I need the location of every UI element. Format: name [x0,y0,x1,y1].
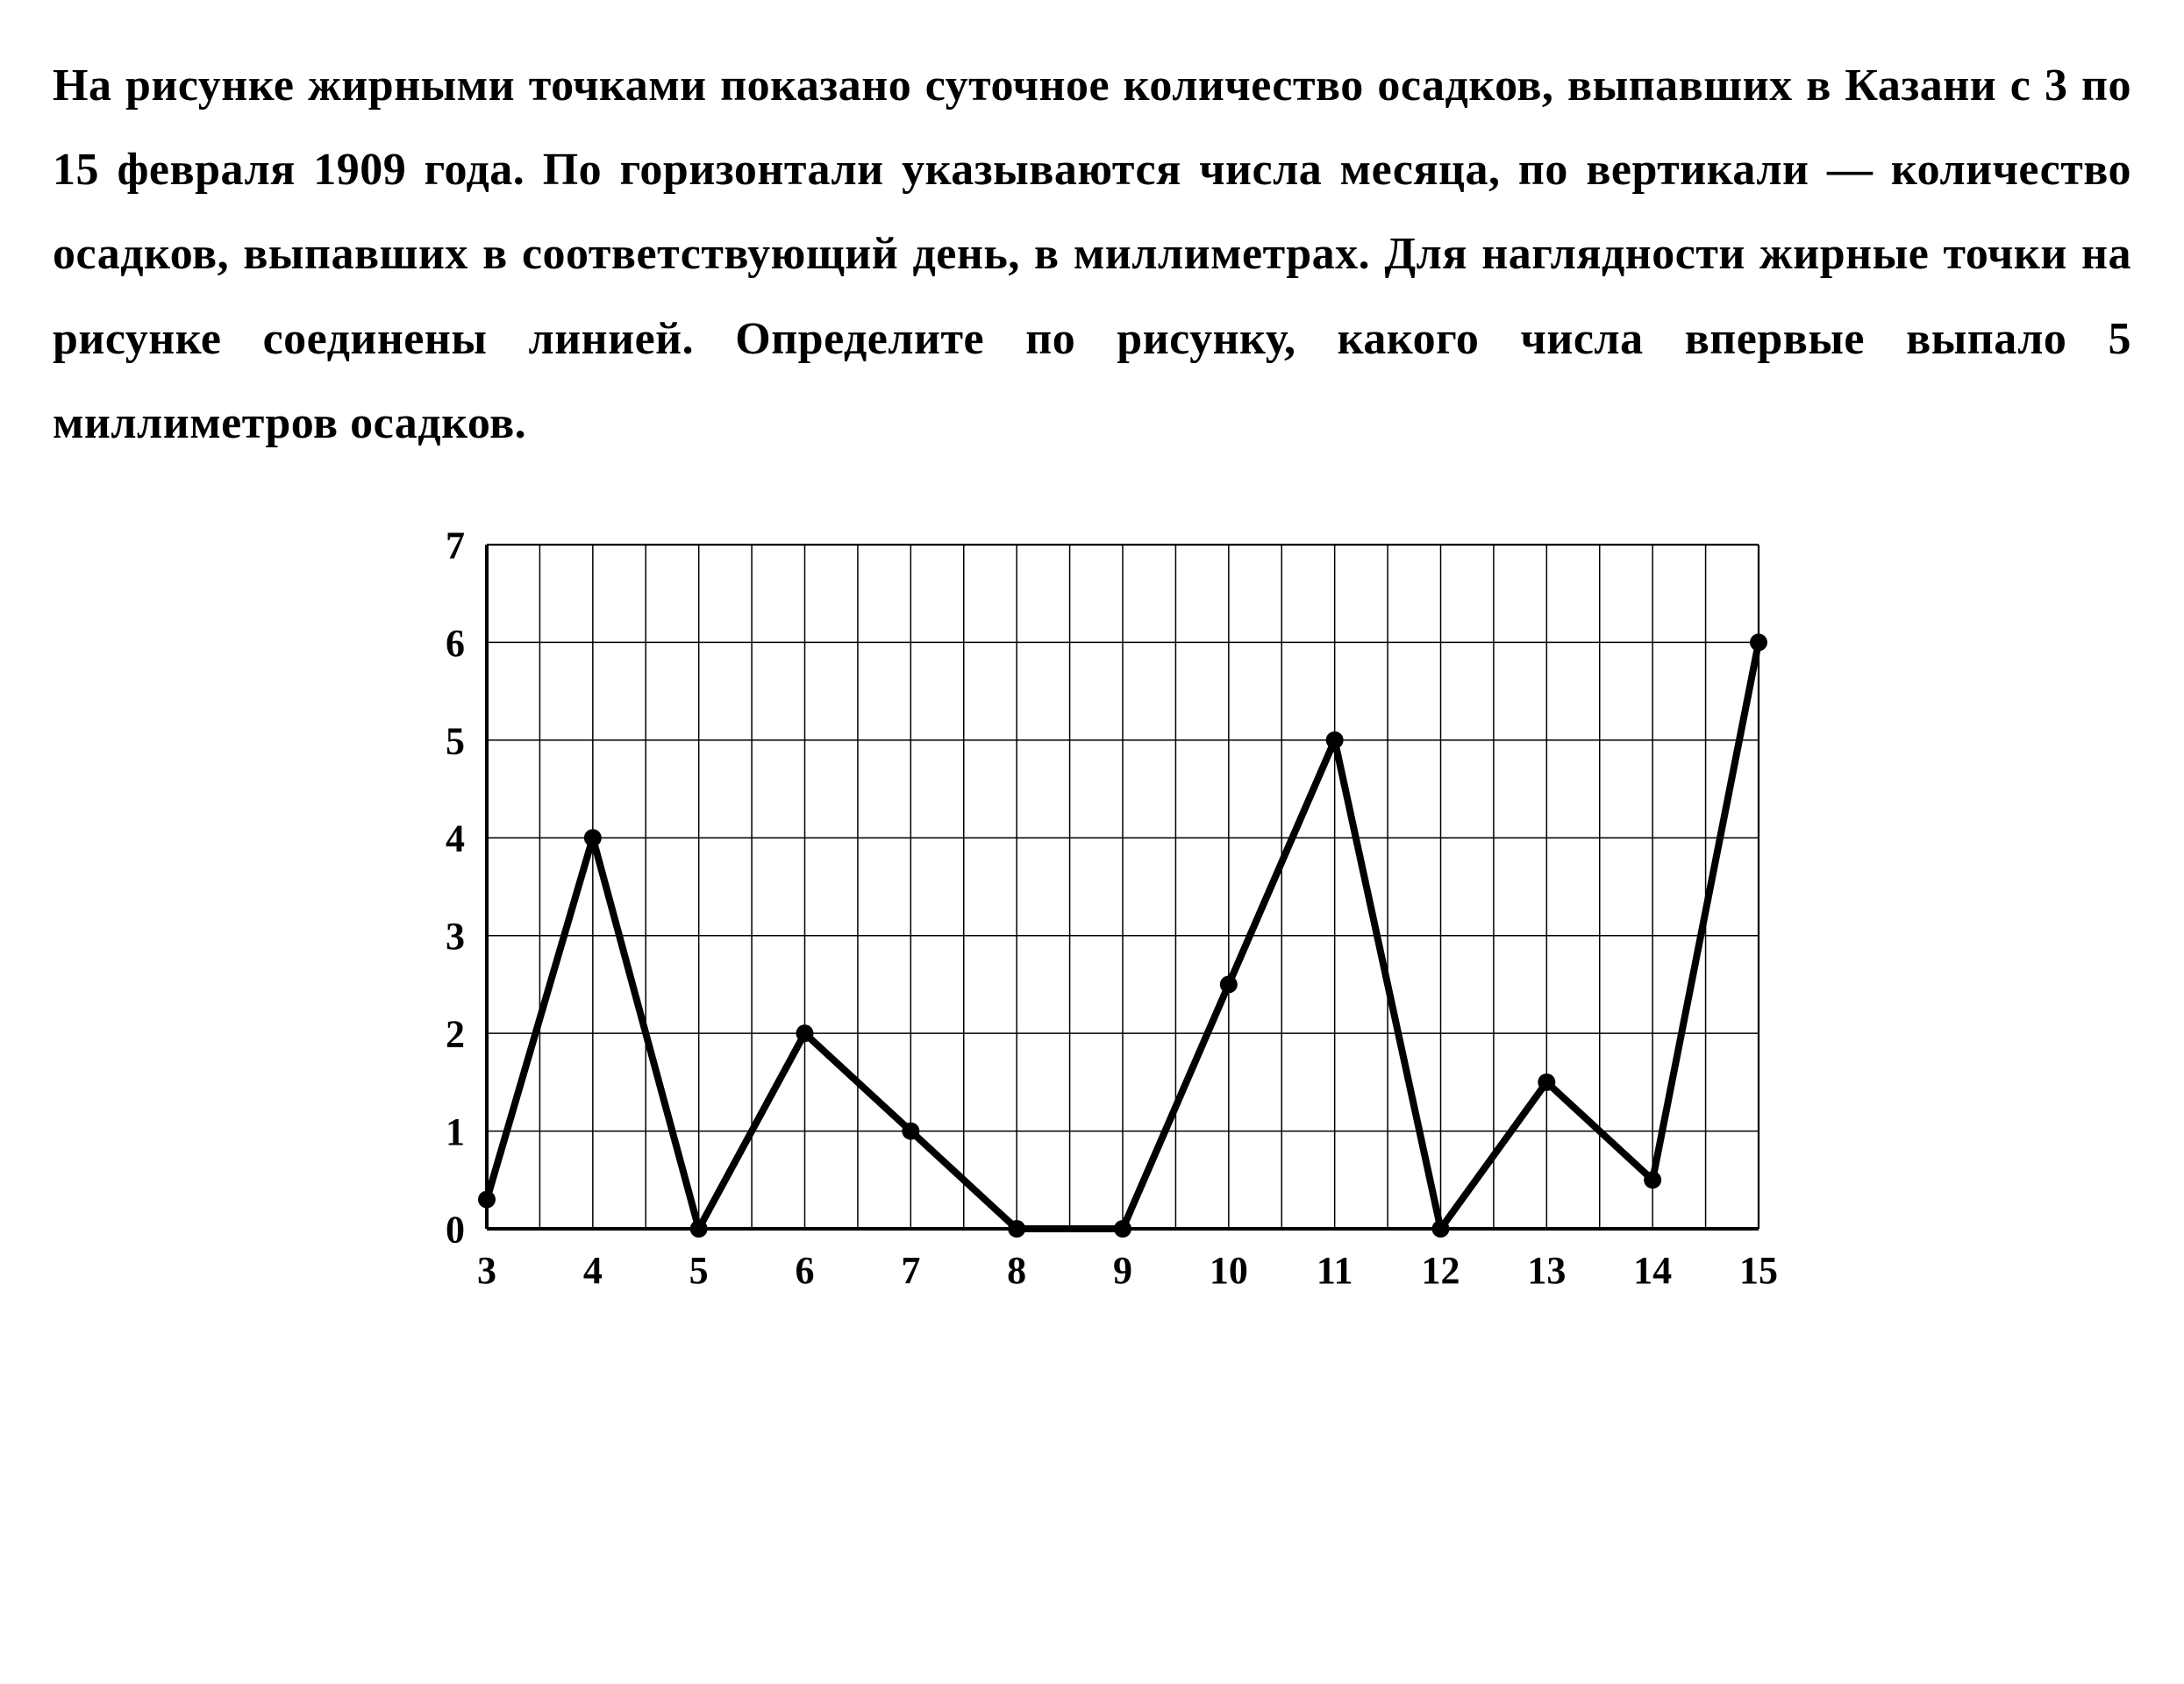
svg-text:9: 9 [1113,1249,1132,1292]
svg-text:12: 12 [1422,1249,1460,1292]
svg-text:15: 15 [1739,1249,1778,1292]
svg-text:0: 0 [446,1208,465,1251]
svg-text:10: 10 [1210,1249,1248,1292]
svg-text:8: 8 [1007,1249,1026,1292]
svg-text:5: 5 [689,1249,709,1292]
svg-text:5: 5 [446,719,465,762]
svg-text:11: 11 [1317,1249,1353,1292]
precipitation-chart: 012345673456789101112131415 [390,518,1794,1308]
svg-text:4: 4 [583,1249,603,1292]
svg-text:6: 6 [796,1249,815,1292]
svg-text:3: 3 [446,915,465,958]
chart-container: 012345673456789101112131415 [53,518,2131,1308]
problem-statement: На рисунке жирными точками показано суто… [53,44,2131,466]
svg-text:6: 6 [446,622,465,665]
svg-text:14: 14 [1633,1249,1672,1292]
svg-text:4: 4 [446,817,465,860]
svg-text:1: 1 [446,1110,465,1153]
svg-text:13: 13 [1527,1249,1566,1292]
svg-text:2: 2 [446,1012,465,1055]
svg-text:7: 7 [901,1249,920,1292]
svg-text:7: 7 [446,524,465,567]
svg-text:3: 3 [477,1249,496,1292]
